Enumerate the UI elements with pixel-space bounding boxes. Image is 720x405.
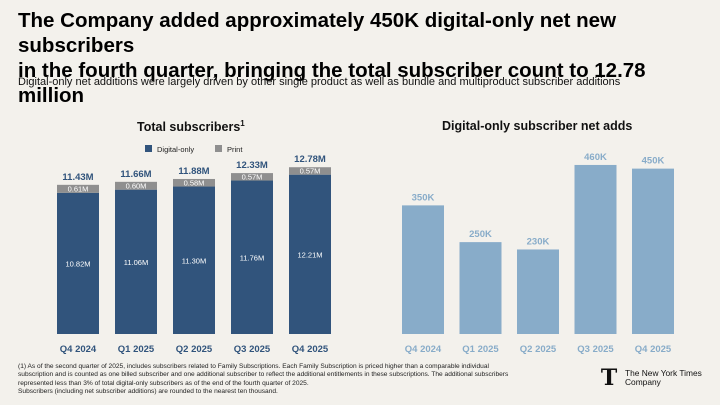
net-adds-bar — [574, 164, 617, 334]
net-adds-value-label: 230K — [527, 236, 550, 247]
total-value-label: 11.43M — [62, 172, 93, 183]
net-adds-bar — [459, 242, 502, 334]
total-value-label: 12.33M — [236, 160, 268, 171]
print-value-label: 0.57M — [242, 173, 263, 182]
net-adds-bar — [517, 249, 559, 334]
nyt-company-logo: T The New York Times Company — [598, 364, 708, 392]
net-adds-x-tick-label: Q1 2025 — [462, 344, 499, 355]
total-subscribers-title: Total subscribers1 — [137, 119, 245, 134]
digital-only-value-label: 10.82M — [65, 259, 90, 268]
net-adds-value-label: 450K — [642, 156, 665, 167]
digital-only-value-label: 12.21M — [297, 250, 322, 259]
legend-label-digital-only: Digital-only — [157, 145, 194, 154]
footnote-line-1: (1) As of the second quarter of 2025, in… — [18, 363, 489, 370]
digital-only-bar — [173, 186, 215, 334]
nyt-t-icon: T — [600, 365, 618, 391]
digital-only-bar — [289, 174, 331, 334]
total-subscribers-title-text: Total subscribers — [137, 120, 241, 135]
total-subscribers-x-tick-label: Q3 2025 — [234, 344, 271, 355]
logo-text-line-2: Company — [625, 377, 661, 387]
headline: The Company added approximately 450K dig… — [18, 8, 708, 108]
digital-only-value-label: 11.76M — [240, 253, 264, 262]
print-bar — [173, 178, 215, 187]
total-value-label: 11.88M — [178, 166, 209, 177]
total-subscribers-x-tick-label: Q1 2025 — [118, 344, 155, 355]
digital-only-bar — [231, 180, 273, 334]
total-value-label: 11.66M — [120, 169, 151, 180]
net-adds-value-label: 350K — [412, 192, 435, 203]
legend-swatch-digital-only — [145, 145, 152, 152]
legend-swatch-print — [215, 145, 222, 152]
footnote-line-4: Subscribers (including net subscriber ad… — [18, 388, 278, 396]
print-bar — [57, 184, 99, 193]
total-subscribers-x-tick-label: Q4 2024 — [60, 344, 97, 355]
net-adds-x-tick-label: Q4 2024 — [405, 344, 442, 355]
net-adds-x-tick-label: Q2 2025 — [520, 344, 557, 355]
net-adds-bar — [632, 168, 674, 334]
net-adds-x-tick-label: Q4 2025 — [635, 344, 672, 355]
net-adds-value-label: 460K — [584, 152, 607, 163]
digital-only-value-label: 11.30M — [182, 256, 206, 265]
print-bar — [289, 167, 331, 175]
net-adds-bar — [402, 205, 444, 334]
total-subscribers-x-tick-label: Q2 2025 — [176, 344, 213, 355]
footnote-line-2: subscription and is counted as one bille… — [18, 371, 509, 379]
net-adds-x-tick-label: Q3 2025 — [577, 344, 614, 355]
net-adds-title: Digital-only subscriber net adds — [442, 119, 633, 133]
total-subscribers-title-footnote: 1 — [240, 119, 245, 128]
print-value-label: 0.57M — [300, 167, 321, 176]
digital-only-bar — [115, 189, 157, 334]
legend-label-print: Print — [227, 145, 243, 154]
print-bar — [231, 173, 273, 181]
print-bar — [115, 181, 157, 190]
footnote: (1) As of the second quarter of 2025, in… — [18, 363, 563, 397]
total-subscribers-x-tick-label: Q4 2025 — [292, 344, 329, 355]
logo-text: The New York Times Company — [625, 367, 702, 388]
net-adds-value-label: 250K — [469, 229, 492, 240]
headline-line-2: in the fourth quarter, bringing the tota… — [18, 59, 646, 107]
logo-text-line-1: The New York Times — [625, 367, 702, 378]
footnote-line-3: represented less than 3% of total digita… — [18, 379, 309, 387]
headline-line-1: The Company added approximately 450K dig… — [18, 9, 617, 57]
total-value-label: 12.78M — [294, 154, 326, 165]
digital-only-bar — [57, 192, 99, 334]
subheadline: Digital-only net additions were largely … — [18, 76, 621, 88]
digital-only-value-label: 11.06M — [124, 258, 148, 267]
print-value-label: 0.60M — [126, 182, 147, 191]
print-value-label: 0.61M — [68, 185, 89, 194]
print-value-label: 0.58M — [184, 179, 205, 188]
